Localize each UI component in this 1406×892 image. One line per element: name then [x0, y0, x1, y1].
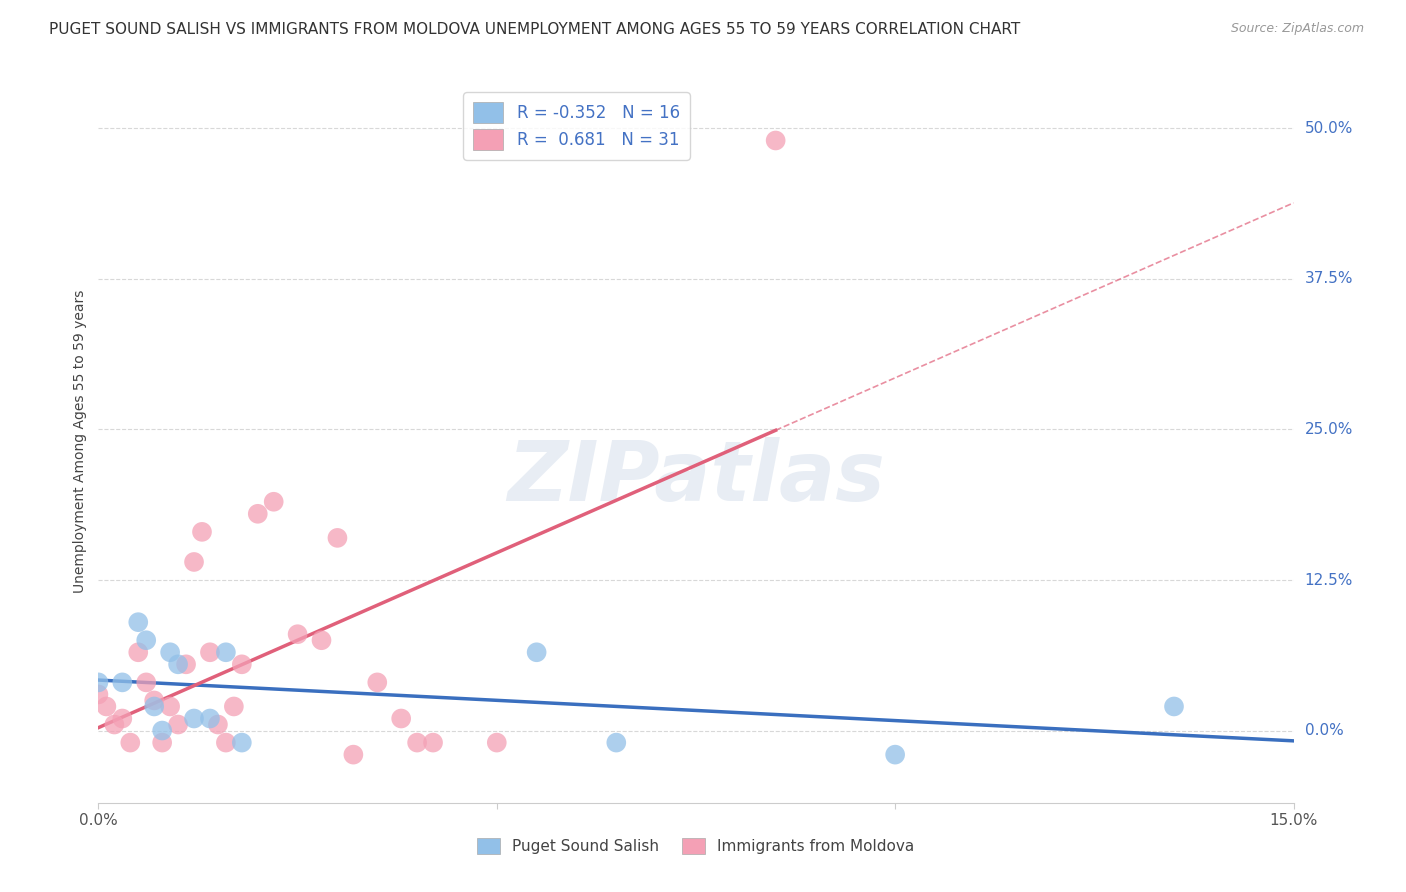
Point — [127, 615, 149, 630]
Point — [150, 735, 173, 749]
Text: 37.5%: 37.5% — [1305, 271, 1353, 286]
Point — [135, 675, 157, 690]
Point — [311, 633, 333, 648]
Text: 50.0%: 50.0% — [1305, 121, 1353, 136]
Point — [1163, 699, 1185, 714]
Point — [87, 675, 110, 690]
Text: Source: ZipAtlas.com: Source: ZipAtlas.com — [1230, 22, 1364, 36]
Point — [215, 645, 238, 659]
Point — [120, 735, 142, 749]
Text: 25.0%: 25.0% — [1305, 422, 1353, 437]
Point — [198, 712, 221, 726]
Point — [246, 507, 269, 521]
Point — [263, 494, 285, 508]
Point — [287, 627, 309, 641]
Point — [422, 735, 444, 749]
Point — [159, 699, 181, 714]
Point — [150, 723, 173, 738]
Point — [96, 699, 118, 714]
Legend: Puget Sound Salish, Immigrants from Moldova: Puget Sound Salish, Immigrants from Mold… — [471, 832, 921, 860]
Point — [159, 645, 181, 659]
Point — [87, 687, 110, 701]
Point — [884, 747, 907, 762]
Point — [526, 645, 548, 659]
Point — [191, 524, 214, 539]
Point — [143, 699, 166, 714]
Text: ZIPatlas: ZIPatlas — [508, 437, 884, 518]
Point — [326, 531, 349, 545]
Point — [183, 555, 205, 569]
Point — [167, 717, 190, 731]
Point — [231, 735, 253, 749]
Point — [111, 712, 134, 726]
Point — [366, 675, 388, 690]
Point — [183, 712, 205, 726]
Point — [342, 747, 364, 762]
Point — [127, 645, 149, 659]
Point — [111, 675, 134, 690]
Y-axis label: Unemployment Among Ages 55 to 59 years: Unemployment Among Ages 55 to 59 years — [73, 290, 87, 593]
Point — [215, 735, 238, 749]
Point — [389, 712, 412, 726]
Point — [143, 693, 166, 707]
Point — [485, 735, 508, 749]
Text: PUGET SOUND SALISH VS IMMIGRANTS FROM MOLDOVA UNEMPLOYMENT AMONG AGES 55 TO 59 Y: PUGET SOUND SALISH VS IMMIGRANTS FROM MO… — [49, 22, 1021, 37]
Point — [406, 735, 429, 749]
Point — [222, 699, 245, 714]
Point — [103, 717, 125, 731]
Point — [207, 717, 229, 731]
Point — [135, 633, 157, 648]
Point — [765, 133, 787, 147]
Text: 12.5%: 12.5% — [1305, 573, 1353, 588]
Text: 0.0%: 0.0% — [1305, 723, 1343, 738]
Point — [605, 735, 627, 749]
Point — [231, 657, 253, 672]
Point — [198, 645, 221, 659]
Point — [167, 657, 190, 672]
Point — [174, 657, 197, 672]
